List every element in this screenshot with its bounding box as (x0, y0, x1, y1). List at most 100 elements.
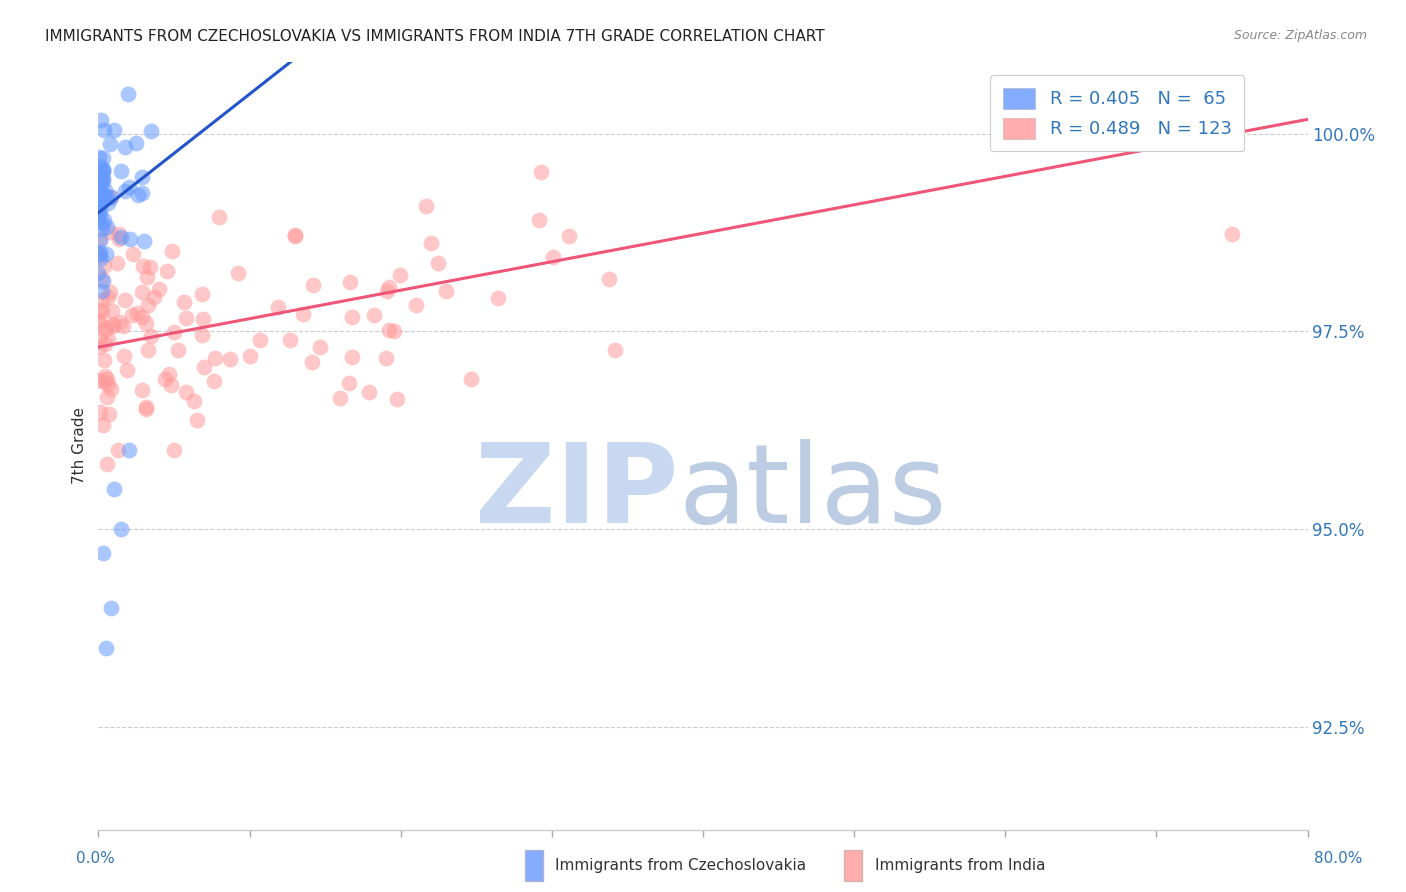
Point (96, 220, 118, 235)
Point (89, 303, 111, 318)
Point (91, 274, 114, 288)
Point (90, 304, 112, 318)
Legend: R = 0.405   N =  65, R = 0.489   N = 123: R = 0.405 N = 65, R = 0.489 N = 123 (990, 75, 1244, 152)
Point (91, 174, 114, 188)
Point (219, 352, 242, 367)
Point (135, 401, 157, 416)
Point (486, 291, 509, 305)
Point (529, 164, 551, 178)
Point (96, 372, 118, 386)
Point (284, 229, 307, 244)
Point (110, 522, 132, 536)
Point (110, 164, 132, 178)
Point (91, 164, 114, 178)
Point (89, 313, 111, 327)
Point (141, 123, 163, 137)
Point (193, 360, 215, 375)
Point (160, 378, 183, 392)
Point (148, 281, 170, 295)
Point (98, 136, 121, 151)
Point (89, 172, 111, 186)
Point (89, 247, 111, 261)
Point (94, 184, 117, 198)
Point (87, 215, 110, 229)
Point (103, 317, 125, 331)
Point (375, 285, 398, 299)
Point (118, 442, 141, 457)
Text: IMMIGRANTS FROM CZECHOSLOVAKIA VS IMMIGRANTS FROM INDIA 7TH GRADE CORRELATION CH: IMMIGRANTS FROM CZECHOSLOVAKIA VS IMMIGR… (45, 29, 824, 44)
Point (91, 161, 114, 176)
Point (91, 171, 114, 186)
Point (96, 457, 118, 471)
Point (135, 270, 157, 285)
Point (94, 247, 117, 261)
Point (131, 169, 153, 184)
Point (96, 390, 118, 404)
Point (112, 319, 135, 334)
Point (118, 180, 141, 194)
Point (110, 230, 132, 244)
Point (340, 310, 363, 324)
Point (91, 546, 114, 560)
Point (134, 234, 156, 248)
Point (603, 343, 626, 357)
Point (100, 601, 122, 615)
Point (87, 248, 110, 262)
Point (155, 372, 177, 386)
Point (173, 295, 195, 310)
Point (527, 212, 550, 227)
Point (160, 244, 183, 259)
Point (107, 256, 129, 270)
Point (131, 310, 153, 324)
Y-axis label: 7th Grade: 7th Grade (72, 408, 87, 484)
Point (120, 232, 142, 246)
Point (97, 195, 120, 210)
Point (340, 350, 363, 364)
Point (125, 136, 148, 150)
Point (308, 340, 330, 354)
Point (191, 312, 214, 326)
Point (249, 334, 271, 348)
Point (103, 123, 125, 137)
Point (114, 140, 136, 154)
Point (89, 113, 111, 128)
Point (91, 417, 114, 432)
Point (89, 200, 111, 214)
Point (93, 375, 115, 389)
Point (91, 272, 114, 286)
Point (90, 221, 112, 235)
Point (191, 287, 214, 301)
Point (125, 306, 148, 320)
Text: Immigrants from Czechoslovakia: Immigrants from Czechoslovakia (555, 858, 807, 872)
Point (98, 226, 121, 240)
Point (543, 250, 565, 264)
Point (101, 303, 124, 318)
Point (131, 285, 153, 299)
Point (90, 251, 112, 265)
Point (420, 236, 443, 251)
Point (93, 259, 115, 273)
Point (89, 178, 111, 193)
Point (301, 355, 323, 369)
Point (156, 264, 179, 278)
Point (89, 244, 111, 259)
Point (382, 324, 405, 338)
Point (163, 443, 186, 458)
Point (302, 277, 325, 292)
Point (97, 290, 120, 304)
Point (91, 151, 114, 165)
Point (93, 189, 115, 203)
Point (427, 256, 450, 270)
Point (112, 349, 135, 363)
Point (97, 377, 120, 392)
Point (91, 164, 114, 178)
Point (138, 260, 160, 274)
Point (460, 372, 482, 386)
Point (166, 343, 188, 358)
Point (91, 187, 114, 202)
Point (89, 159, 111, 173)
Point (94, 640, 117, 655)
Point (363, 308, 385, 322)
Point (377, 280, 399, 294)
Point (117, 87, 139, 101)
